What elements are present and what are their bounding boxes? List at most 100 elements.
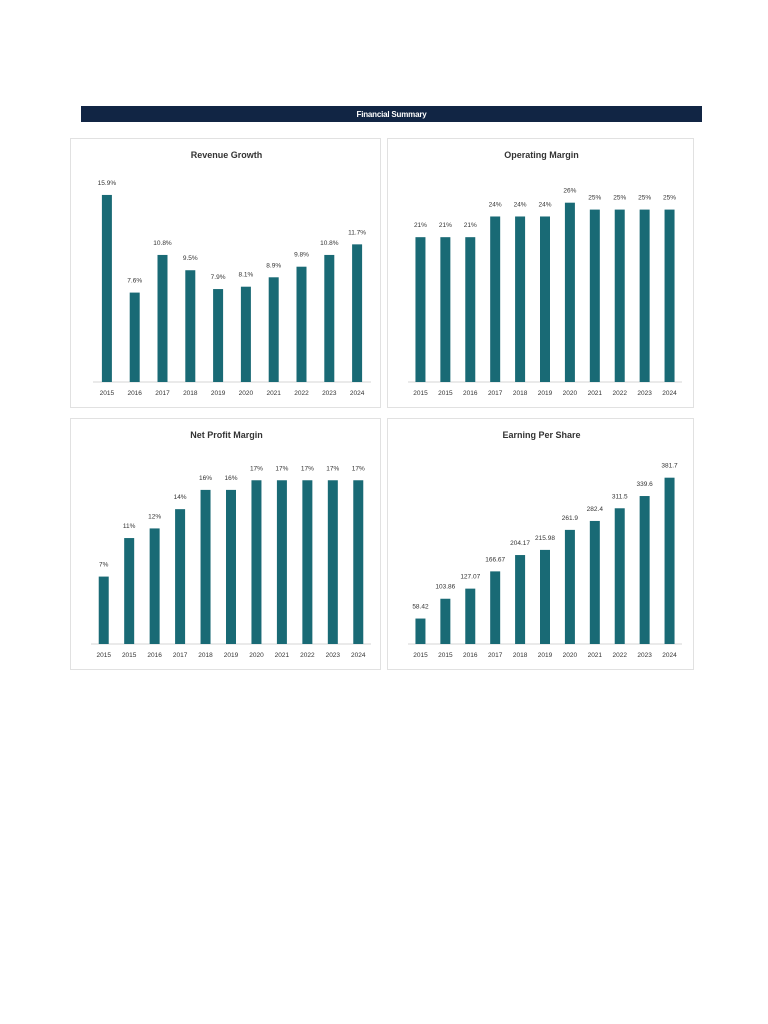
x-tick-label: 2019 [224, 652, 239, 659]
data-label: 21% [439, 222, 452, 229]
data-label: 8.9% [266, 262, 281, 269]
bar [564, 202, 575, 382]
bar [589, 209, 600, 382]
bar [157, 254, 168, 382]
data-label: 25% [638, 195, 651, 202]
data-label: 8.1% [238, 272, 253, 279]
x-tick-label: 2019 [538, 390, 553, 397]
x-tick-label: 2016 [463, 652, 478, 659]
data-label: 25% [663, 195, 676, 202]
financial-summary-banner: Financial Summary [81, 106, 702, 122]
data-label: 25% [588, 195, 601, 202]
bar [614, 209, 625, 382]
data-label: 21% [414, 222, 427, 229]
x-tick-label: 2017 [155, 390, 170, 397]
x-tick-label: 2016 [463, 390, 478, 397]
x-tick-label: 2019 [211, 390, 226, 397]
data-label: 24% [514, 201, 527, 208]
x-tick-label: 2015 [96, 652, 111, 659]
bar [302, 480, 313, 644]
bar [440, 598, 451, 644]
data-label: 21% [464, 222, 477, 229]
x-tick-label: 2017 [173, 652, 188, 659]
x-tick-label: 2015 [100, 390, 115, 397]
x-tick-label: 2021 [588, 652, 603, 659]
data-label: 7% [99, 562, 109, 569]
bar [352, 244, 363, 382]
x-tick-label: 2024 [351, 652, 366, 659]
x-tick-label: 2015 [413, 390, 428, 397]
chart-title: Operating Margin [504, 150, 579, 160]
x-tick-label: 2023 [326, 652, 341, 659]
x-tick-label: 2015 [438, 390, 453, 397]
bar [129, 292, 140, 382]
page-title: Financial Summary [356, 109, 427, 119]
x-tick-label: 2020 [563, 652, 578, 659]
bar [240, 286, 251, 382]
data-label: 11.7% [348, 229, 366, 236]
data-label: 127.07 [460, 574, 480, 581]
bar [515, 555, 526, 644]
earning-per-share-panel: Earning Per Share 58.42 2015 103.86 2015 127.… [387, 418, 694, 670]
data-label: 10.8% [320, 240, 339, 247]
bar [639, 496, 650, 644]
bar [98, 576, 109, 644]
bar [213, 289, 224, 382]
data-label: 282.4 [587, 506, 604, 513]
x-tick-label: 2020 [563, 390, 578, 397]
bar [175, 509, 186, 644]
bar [149, 528, 160, 644]
x-tick-label: 2022 [300, 652, 315, 659]
x-tick-label: 2022 [612, 390, 627, 397]
chart-title: Revenue Growth [191, 150, 263, 160]
data-label: 15.9% [98, 180, 117, 187]
data-label: 166.67 [485, 556, 505, 563]
data-label: 215.98 [535, 535, 555, 542]
x-tick-label: 2019 [538, 652, 553, 659]
x-tick-label: 2020 [239, 390, 254, 397]
data-label: 17% [326, 465, 339, 472]
x-tick-label: 2017 [488, 652, 503, 659]
bar [200, 489, 211, 644]
revenue-growth-panel: Revenue Growth 15.9% 2015 7.6% 2016 10.8% 2017… [70, 138, 381, 408]
x-tick-label: 2017 [488, 390, 503, 397]
bar [251, 480, 262, 644]
data-label: 25% [613, 195, 626, 202]
bar [540, 549, 550, 644]
bar [589, 520, 600, 644]
operating-margin-chart: Operating Margin 21% 2015 21% 2015 21% 2016 24%… [408, 150, 682, 397]
x-tick-label: 2023 [322, 390, 337, 397]
bar [415, 237, 426, 382]
data-label: 24% [538, 201, 551, 208]
x-tick-label: 2021 [588, 390, 603, 397]
data-label: 11% [123, 523, 136, 530]
bar [185, 270, 196, 382]
data-label: 26% [563, 188, 576, 195]
x-tick-label: 2015 [438, 652, 453, 659]
data-label: 17% [250, 465, 263, 472]
data-label: 103.86 [435, 584, 455, 591]
bar [268, 277, 279, 382]
data-label: 16% [224, 475, 237, 482]
x-tick-label: 2021 [275, 652, 290, 659]
bar [664, 209, 675, 382]
revenue-growth-chart: Revenue Growth 15.9% 2015 7.6% 2016 10.8% 2017… [93, 150, 371, 397]
chart-title: Earning Per Share [502, 430, 580, 440]
bar [353, 480, 364, 644]
chart-title: Net Profit Margin [190, 430, 263, 440]
x-tick-label: 2024 [662, 390, 677, 397]
bar [465, 588, 476, 644]
data-label: 7.6% [127, 278, 142, 285]
data-label: 24% [489, 201, 502, 208]
data-label: 17% [352, 465, 365, 472]
data-label: 58.42 [412, 604, 429, 611]
data-label: 14% [174, 494, 187, 501]
bar [415, 618, 426, 644]
x-tick-label: 2023 [637, 652, 652, 659]
bar [490, 571, 501, 644]
x-tick-label: 2021 [266, 390, 281, 397]
bar [324, 254, 335, 382]
x-tick-label: 2020 [249, 652, 264, 659]
bar [226, 489, 236, 644]
bar [465, 237, 476, 382]
